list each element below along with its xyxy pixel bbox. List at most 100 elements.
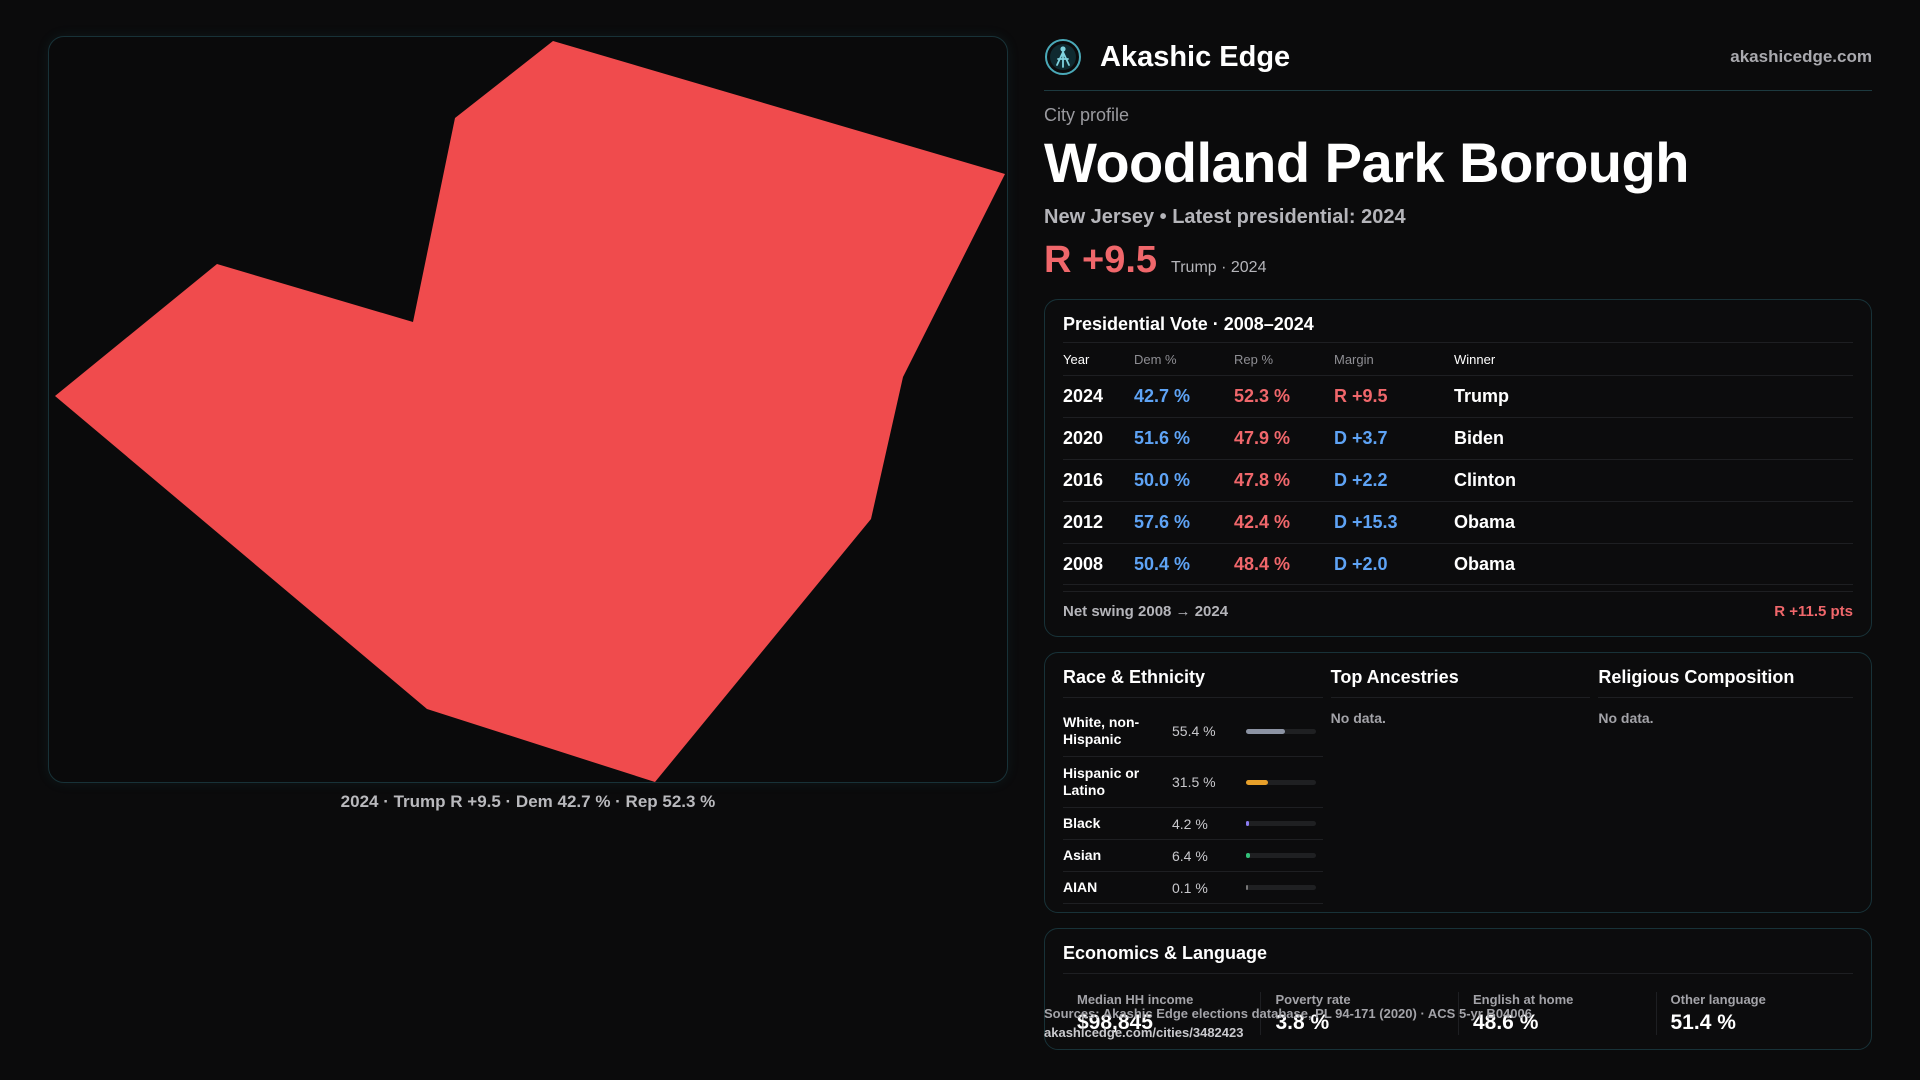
- race-row: Hispanic or Latino 31.5 %: [1063, 757, 1323, 808]
- empty-state: No data.: [1330, 710, 1386, 726]
- stat-poverty-rate: Poverty rate 3.8 %: [1260, 992, 1458, 1035]
- race-name: AIAN: [1063, 879, 1098, 896]
- divider: [1063, 973, 1853, 974]
- cell-margin: R +9.5: [1334, 386, 1388, 406]
- table-row: 2012 57.6 % 42.4 % D +15.3 Obama: [1063, 501, 1853, 543]
- brand-row: Akashic Edge akashicedge.com: [1044, 36, 1872, 78]
- section-title: Top Ancestries: [1330, 667, 1459, 687]
- table-row: 2024 42.7 % 52.3 % R +9.5 Trump: [1063, 375, 1853, 417]
- table-header: Year Dem % Rep % Margin Winner: [1063, 343, 1853, 375]
- demographics-panel: Race & Ethnicity White, non-Hispanic 55.…: [1044, 652, 1872, 913]
- cell-margin: D +3.7: [1334, 428, 1388, 448]
- header-divider: [1044, 90, 1872, 91]
- divider: [1063, 342, 1853, 343]
- race-bar-fill: [1246, 821, 1249, 826]
- race-percent: 6.4 %: [1172, 847, 1208, 864]
- race-bar-fill: [1246, 853, 1250, 858]
- stat-value: 51.4 %: [1670, 1011, 1736, 1034]
- race-bar: [1246, 821, 1316, 826]
- cell-rep: 47.9 %: [1234, 428, 1291, 448]
- stat-label: Poverty rate: [1275, 992, 1351, 1007]
- net-swing-row: Net swing 2008 → 2024 R +11.5 pts: [1063, 591, 1853, 631]
- presidential-vote-panel: Presidential Vote · 2008–2024 Year Dem %…: [1044, 299, 1872, 637]
- religious-composition-section: Religious Composition No data.: [1598, 667, 1854, 898]
- cell-dem: 50.4 %: [1134, 553, 1191, 574]
- cell-rep: 48.4 %: [1234, 553, 1291, 574]
- page-title: Woodland Park Borough: [1044, 131, 1689, 194]
- divider: [1063, 697, 1323, 698]
- cell-year: 2024: [1063, 386, 1104, 406]
- brand-url-link[interactable]: akashicedge.com: [1730, 47, 1872, 66]
- race-row: Black 4.2 %: [1063, 808, 1323, 840]
- economics-language-panel: Economics & Language Median HH income $9…: [1044, 928, 1872, 1050]
- race-percent: 0.1 %: [1172, 879, 1208, 896]
- race-name: Black: [1063, 815, 1101, 832]
- race-name: White, non-Hispanic: [1063, 714, 1140, 747]
- column-header-year: Year: [1063, 351, 1090, 367]
- race-ethnicity-section: Race & Ethnicity White, non-Hispanic 55.…: [1063, 667, 1323, 904]
- cell-winner: Obama: [1454, 512, 1516, 532]
- cell-margin: D +15.3: [1334, 512, 1398, 532]
- stat-english-at-home: English at home 48.6 %: [1457, 992, 1656, 1035]
- stat-other-language: Other language 51.4 %: [1655, 992, 1854, 1035]
- stat-label: Median HH income: [1077, 992, 1194, 1007]
- divider: [1330, 697, 1591, 698]
- cell-dem: 42.7 %: [1134, 386, 1191, 406]
- panel-title: Economics & Language: [1063, 943, 1268, 963]
- section-title: Race & Ethnicity: [1063, 667, 1206, 687]
- race-percent: 4.2 %: [1172, 815, 1208, 832]
- race-bar-fill: [1246, 885, 1248, 890]
- race-bar-fill: [1246, 779, 1268, 785]
- stat-row: Median HH income $98,845 Poverty rate 3.…: [1063, 992, 1853, 1035]
- race-bar-fill: [1246, 728, 1285, 734]
- stat-label: Other language: [1670, 992, 1766, 1007]
- cell-dem: 57.6 %: [1134, 512, 1191, 532]
- akashic-logo-icon: [1045, 39, 1081, 75]
- top-ancestries-section: Top Ancestries No data.: [1330, 667, 1591, 898]
- cell-winner: Biden: [1454, 428, 1505, 448]
- latest-margin-note: Trump · 2024: [1171, 258, 1267, 276]
- race-name: Hispanic or Latino: [1063, 765, 1140, 798]
- cell-winner: Clinton: [1454, 470, 1516, 490]
- cell-rep: 52.3 %: [1234, 386, 1291, 406]
- city-permalink[interactable]: akashicedge.com/cities/3482423: [1044, 1024, 1244, 1040]
- cell-year: 2020: [1063, 428, 1104, 448]
- page-subtitle: New Jersey • Latest presidential: 2024: [1044, 205, 1406, 228]
- race-percent: 55.4 %: [1172, 723, 1216, 739]
- source-footer: Sources: Akashic Edge elections database…: [1044, 1005, 1532, 1043]
- stat-median-income: Median HH income $98,845: [1063, 992, 1260, 1035]
- table-row: 2020 51.6 % 47.9 % D +3.7 Biden: [1063, 417, 1853, 459]
- race-percent: 31.5 %: [1172, 774, 1216, 790]
- empty-state: No data.: [1598, 710, 1654, 726]
- latest-margin-value: R +9.5: [1044, 238, 1158, 281]
- net-swing-label: Net swing 2008 → 2024: [1063, 603, 1229, 620]
- race-name: Asian: [1063, 847, 1102, 864]
- panel-title: Presidential Vote · 2008–2024: [1063, 314, 1314, 334]
- sources-text: Sources: Akashic Edge elections database…: [1044, 1006, 1532, 1021]
- cell-year: 2016: [1063, 470, 1104, 490]
- brand-name: Akashic Edge: [1100, 40, 1291, 73]
- column-header-margin: Margin: [1334, 351, 1374, 367]
- latest-margin: R +9.5 Trump · 2024: [1044, 239, 1872, 282]
- cell-rep: 42.4 %: [1234, 512, 1291, 532]
- city-boundary-shape: [55, 41, 1005, 782]
- stat-value: 3.8 %: [1275, 1011, 1330, 1034]
- race-bar: [1246, 885, 1316, 890]
- cell-winner: Obama: [1454, 553, 1516, 574]
- table-row: 2016 50.0 % 47.8 % D +2.2 Clinton: [1063, 459, 1853, 501]
- stat-value: $98,845: [1077, 1011, 1153, 1034]
- cell-dem: 51.6 %: [1134, 428, 1191, 448]
- page-eyebrow: City profile: [1044, 105, 1130, 125]
- net-swing-value: R +11.5 pts: [1774, 603, 1853, 620]
- cell-margin: D +2.2: [1334, 470, 1388, 490]
- race-bar: [1246, 728, 1316, 734]
- divider: [1598, 697, 1854, 698]
- city-boundary-polygon: [55, 41, 1005, 782]
- cell-year: 2008: [1063, 553, 1104, 574]
- cell-dem: 50.0 %: [1134, 470, 1191, 490]
- city-map: [48, 36, 1008, 783]
- column-header-rep: Rep %: [1234, 351, 1274, 367]
- cell-year: 2012: [1063, 512, 1104, 532]
- section-title: Religious Composition: [1598, 667, 1795, 687]
- column-header-winner: Winner: [1454, 351, 1496, 367]
